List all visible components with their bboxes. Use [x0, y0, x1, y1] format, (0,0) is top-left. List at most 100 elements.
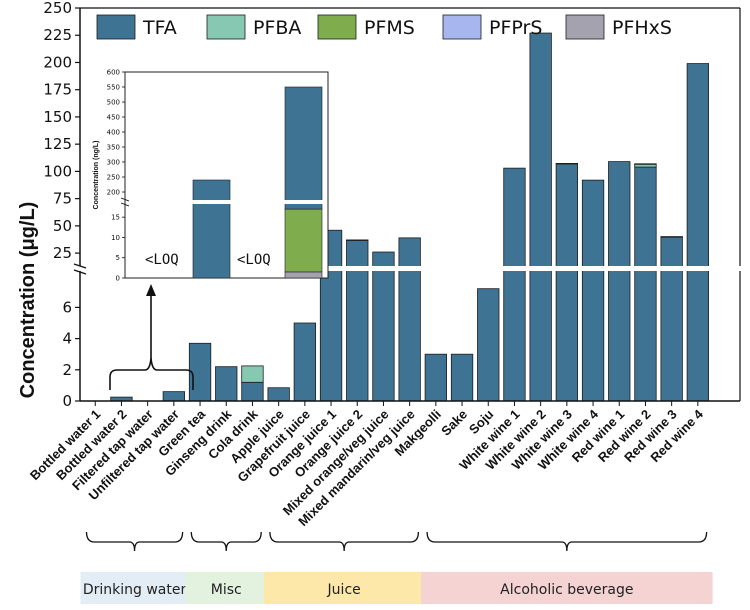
bar-sake — [450, 353, 474, 402]
y-tick-label: 75 — [53, 190, 72, 208]
bar-segment-tfa — [503, 167, 526, 402]
y-tick-label: 6 — [62, 298, 72, 316]
bar-segment-tfa — [608, 161, 631, 402]
group-box — [185, 572, 268, 604]
y-tick-label: 125 — [43, 135, 72, 153]
group-label: Alcoholic beverage — [500, 582, 633, 598]
legend-item-pfhxs: PFHxS — [565, 14, 672, 40]
inset-loq-label: <LOQ — [145, 252, 179, 268]
bar-segment-tfa — [660, 236, 683, 402]
bar-segment-tfa — [581, 179, 605, 402]
bar-segment-tfa — [477, 288, 500, 402]
inset-y-tick-label: 200 — [107, 189, 120, 197]
category-groups: Drinking water Misc Juice Alcoholic beverag… — [80, 531, 713, 604]
legend-item-tfa: TFA — [96, 14, 177, 40]
bar-segment-tfa — [215, 366, 238, 402]
bar-segment-tfa — [346, 239, 369, 402]
inset-y-tick-label: 10 — [111, 234, 120, 242]
inset-bracket — [109, 357, 194, 390]
legend-swatch — [442, 14, 482, 40]
group-misc: Misc — [185, 531, 268, 604]
bar-segment-tfa — [450, 353, 474, 402]
group-drinking-water: Drinking water — [80, 531, 189, 604]
legend-item-pfprs: PFPrS — [442, 14, 542, 40]
inset-bar — [192, 179, 231, 279]
inset-bar-segment-tfa — [192, 179, 231, 279]
bar-segment-tfa — [555, 163, 578, 402]
group-box — [421, 572, 713, 604]
group-bracket — [85, 531, 184, 552]
bar-segment-tfa — [162, 391, 186, 402]
legend-swatch — [317, 14, 357, 40]
bar-mixed-orange-veg-juice — [372, 251, 395, 402]
inset-y-tick-label: 250 — [107, 174, 120, 182]
bar-cola-drink — [241, 365, 264, 402]
bar-segment-tfa — [634, 166, 657, 402]
legend-swatch — [206, 14, 246, 40]
y-axis-label: Concentration (μg/L) — [17, 202, 39, 399]
bar-segment-tfa — [686, 63, 709, 402]
bar-segment-pfms — [346, 239, 369, 241]
legend-label: PFPrS — [489, 17, 542, 39]
inset-y-tick-label: 15 — [111, 214, 120, 222]
y-tick-label: 200 — [43, 53, 72, 71]
inset-y-tick-label: 500 — [107, 99, 120, 107]
bar-white-wine-2 — [529, 32, 552, 402]
axis-break-band — [78, 266, 742, 271]
legend-label: PFHxS — [612, 17, 672, 39]
bar-mixed-mandarin-veg-juice — [398, 237, 421, 402]
group-bracket — [426, 531, 708, 552]
legend-label: PFBA — [253, 17, 301, 39]
inset-y-tick-label: 350 — [107, 144, 120, 152]
bar-segment-tfa — [293, 322, 317, 402]
legend-swatch — [96, 14, 136, 40]
bar-grapefruit-juice — [293, 322, 317, 402]
inset-y-axis-label: Concentration (ng/L) — [93, 141, 100, 210]
bar-apple-juice — [267, 387, 290, 402]
inset-bar — [284, 86, 323, 279]
bar-white-wine-4 — [581, 179, 605, 402]
y-tick-label: 4 — [62, 330, 72, 348]
y-tick-label: 25 — [53, 244, 72, 262]
y-tick-label: 225 — [43, 26, 72, 44]
axis-break-mark — [73, 269, 87, 275]
bar-segment-tfa — [372, 251, 395, 402]
group-box — [263, 572, 425, 604]
inset-break-band — [126, 200, 327, 204]
group-label: Misc — [211, 582, 242, 598]
group-alcoholic-beverage: Alcoholic beverage — [421, 531, 713, 604]
bar-segment-pfba — [241, 365, 264, 383]
y-tick-label: 100 — [43, 162, 72, 180]
bar-unfiltered-tap-water — [162, 391, 186, 402]
legend-label: TFA — [142, 17, 177, 39]
inset-arrow-head — [146, 284, 156, 296]
bar-segment-pfprs — [634, 163, 657, 165]
bar-white-wine-3 — [555, 162, 578, 402]
x-tick-label: Sake — [438, 407, 470, 439]
inset-break-mark — [120, 202, 130, 207]
inset-y-tick-label: 600 — [107, 69, 120, 77]
y-tick-label: 250 — [43, 0, 72, 17]
legend-item-pfba: PFBA — [206, 14, 301, 40]
group-bracket — [190, 531, 262, 552]
inset-y-tick-label: 0 — [116, 275, 120, 283]
bar-red-wine-3 — [660, 236, 683, 402]
group-label: Juice — [327, 582, 361, 598]
bar-ginseng-drink — [215, 366, 238, 402]
inset-break-mark — [120, 197, 130, 202]
bar-segment-pfprs — [555, 162, 578, 165]
y-tick-label: 150 — [43, 108, 72, 126]
inset-bar-segment-pfhxs — [284, 271, 323, 279]
axis-break-mark — [73, 263, 87, 269]
bar-soju — [477, 288, 500, 402]
inset-bar-segment-pfms — [284, 208, 323, 273]
inset-bar-segment-tfa — [284, 86, 323, 210]
y-tick-label: 0 — [62, 392, 72, 410]
legend-label: PFMS — [364, 17, 415, 39]
group-box — [80, 572, 189, 604]
bar-red-wine-2 — [634, 163, 657, 402]
bar-red-wine-1 — [608, 161, 631, 402]
